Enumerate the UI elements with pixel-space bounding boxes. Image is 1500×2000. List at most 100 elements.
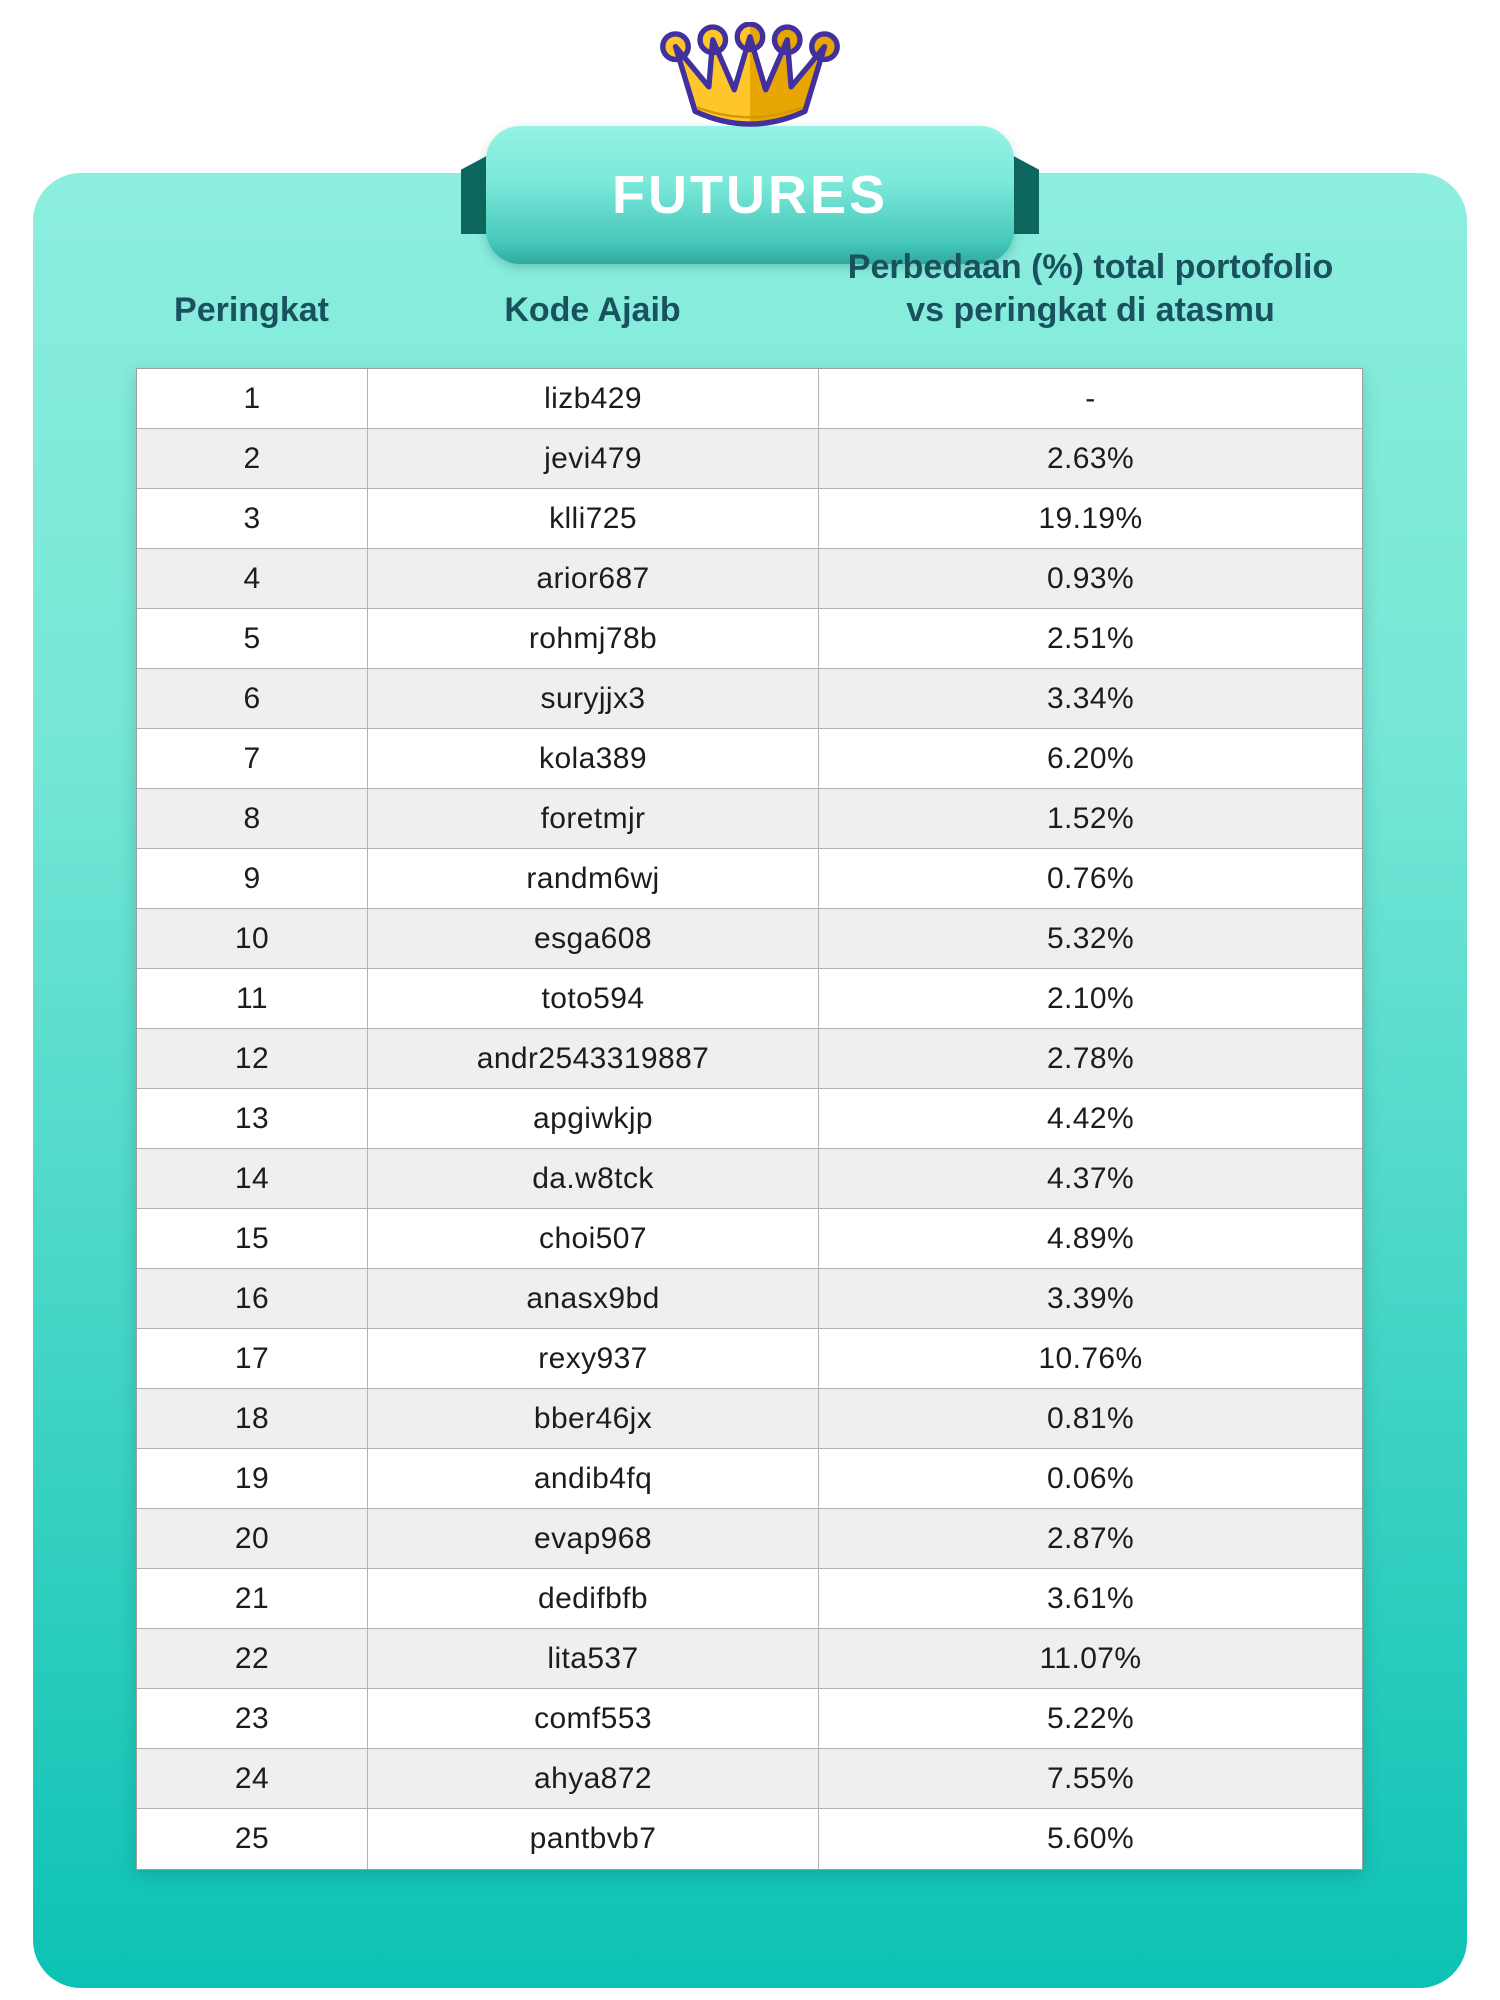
- rank-cell: 24: [137, 1749, 368, 1808]
- rank-cell: 14: [137, 1149, 368, 1208]
- code-cell: choi507: [368, 1209, 819, 1268]
- code-cell: da.w8tck: [368, 1149, 819, 1208]
- rank-cell: 13: [137, 1089, 368, 1148]
- table-row: 7 kola389 6.20%: [137, 729, 1362, 789]
- diff-cell: 5.32%: [1046, 921, 1135, 955]
- rank-cell: 23: [137, 1689, 368, 1748]
- header-rank: Peringkat: [174, 291, 329, 329]
- code-cell: andib4fq: [368, 1449, 819, 1508]
- code-cell: pantbvb7: [368, 1809, 819, 1869]
- diff-cell: 3.39%: [1046, 1281, 1135, 1315]
- code-cell: jevi479: [368, 429, 819, 488]
- table-row: 17 rexy937 10.76%: [137, 1329, 1362, 1389]
- rank-cell: 25: [137, 1809, 368, 1869]
- code-cell: rexy937: [368, 1329, 819, 1388]
- table-row: 8 foretmjr 1.52%: [137, 789, 1362, 849]
- code-cell: suryjjx3: [368, 669, 819, 728]
- rank-cell: 18: [137, 1389, 368, 1448]
- diff-cell: -: [1085, 381, 1096, 415]
- table-row: 13 apgiwkjp 4.42%: [137, 1089, 1362, 1149]
- diff-cell: 2.51%: [1046, 621, 1135, 655]
- table-row: 1 lizb429 -: [137, 369, 1362, 429]
- diff-cell: 7.55%: [1046, 1761, 1135, 1795]
- table-row: 6 suryjjx3 3.34%: [137, 669, 1362, 729]
- code-cell: anasx9bd: [368, 1269, 819, 1328]
- table-row: 12 andr2543319887 2.78%: [137, 1029, 1362, 1089]
- code-cell: dedifbfb: [368, 1569, 819, 1628]
- code-cell: lizb429: [368, 369, 819, 428]
- leaderboard-table: 1 lizb429 - 2 jevi479 2.63% 3 klli725 19.19% 4 ari…: [136, 368, 1363, 1870]
- table-row: 15 choi507 4.89%: [137, 1209, 1362, 1269]
- code-cell: toto594: [368, 969, 819, 1028]
- diff-cell: 10.76%: [1038, 1341, 1143, 1375]
- header-code: Kode Ajaib: [504, 291, 681, 329]
- diff-cell: 5.22%: [1046, 1701, 1135, 1735]
- table-row: 4 arior687 0.93%: [137, 549, 1362, 609]
- code-cell: esga608: [368, 909, 819, 968]
- futures-banner: FUTURES: [486, 126, 1014, 264]
- diff-cell: 2.10%: [1046, 981, 1135, 1015]
- table-row: 20 evap968 2.87%: [137, 1509, 1362, 1569]
- table-row: 18 bber46jx 0.81%: [137, 1389, 1362, 1449]
- code-cell: foretmjr: [368, 789, 819, 848]
- rank-cell: 10: [137, 909, 368, 968]
- code-cell: lita537: [368, 1629, 819, 1688]
- diff-cell: 4.42%: [1046, 1101, 1135, 1135]
- diff-cell: 3.61%: [1046, 1581, 1135, 1615]
- table-row: 25 pantbvb7 5.60%: [137, 1809, 1362, 1869]
- table-row: 5 rohmj78b 2.51%: [137, 609, 1362, 669]
- banner-title: FUTURES: [612, 165, 888, 225]
- code-cell: andr2543319887: [368, 1029, 819, 1088]
- crown-icon: [660, 22, 840, 127]
- diff-cell: 4.37%: [1046, 1161, 1135, 1195]
- table-column-headers: Peringkat Kode Ajaib Perbedaan (%) total…: [136, 228, 1363, 334]
- table-row: 9 randm6wj 0.76%: [137, 849, 1362, 909]
- table-row: 22 lita537 11.07%: [137, 1629, 1362, 1689]
- table-row: 2 jevi479 2.63%: [137, 429, 1362, 489]
- rank-cell: 3: [137, 489, 368, 548]
- diff-cell: 2.63%: [1046, 441, 1135, 475]
- diff-cell: 4.89%: [1046, 1221, 1135, 1255]
- diff-cell: 6.20%: [1046, 741, 1135, 775]
- table-row: 24 ahya872 7.55%: [137, 1749, 1362, 1809]
- code-cell: apgiwkjp: [368, 1089, 819, 1148]
- rank-cell: 20: [137, 1509, 368, 1568]
- rank-cell: 1: [137, 369, 368, 428]
- code-cell: ahya872: [368, 1749, 819, 1808]
- table-row: 19 andib4fq 0.06%: [137, 1449, 1362, 1509]
- diff-cell: 3.34%: [1046, 681, 1135, 715]
- rank-cell: 17: [137, 1329, 368, 1388]
- diff-cell: 0.06%: [1046, 1461, 1135, 1495]
- table-row: 21 dedifbfb 3.61%: [137, 1569, 1362, 1629]
- diff-cell: 11.07%: [1039, 1641, 1142, 1675]
- code-cell: evap968: [368, 1509, 819, 1568]
- rank-cell: 22: [137, 1629, 368, 1688]
- rank-cell: 2: [137, 429, 368, 488]
- rank-cell: 9: [137, 849, 368, 908]
- table-row: 16 anasx9bd 3.39%: [137, 1269, 1362, 1329]
- diff-cell: 1.52%: [1046, 801, 1135, 835]
- rank-cell: 15: [137, 1209, 368, 1268]
- code-cell: randm6wj: [368, 849, 819, 908]
- diff-cell: 2.78%: [1046, 1041, 1135, 1075]
- diff-cell: 0.93%: [1046, 561, 1135, 595]
- header-diff-line2: vs peringkat di atasmu: [906, 291, 1275, 329]
- rank-cell: 16: [137, 1269, 368, 1328]
- header-diff-line1: Perbedaan (%) total portofolio: [847, 248, 1334, 286]
- code-cell: rohmj78b: [368, 609, 819, 668]
- rank-cell: 5: [137, 609, 368, 668]
- rank-cell: 4: [137, 549, 368, 608]
- diff-cell: 19.19%: [1038, 501, 1143, 535]
- crown-outline: [660, 22, 840, 127]
- rank-cell: 21: [137, 1569, 368, 1628]
- rank-cell: 11: [137, 969, 368, 1028]
- crown-band-seam: [696, 106, 804, 119]
- code-cell: comf553: [368, 1689, 819, 1748]
- diff-cell: 2.87%: [1046, 1521, 1135, 1555]
- diff-cell: 5.60%: [1046, 1822, 1135, 1855]
- table-row: 23 comf553 5.22%: [137, 1689, 1362, 1749]
- diff-cell: 0.81%: [1046, 1401, 1135, 1435]
- code-cell: kola389: [368, 729, 819, 788]
- rank-cell: 19: [137, 1449, 368, 1508]
